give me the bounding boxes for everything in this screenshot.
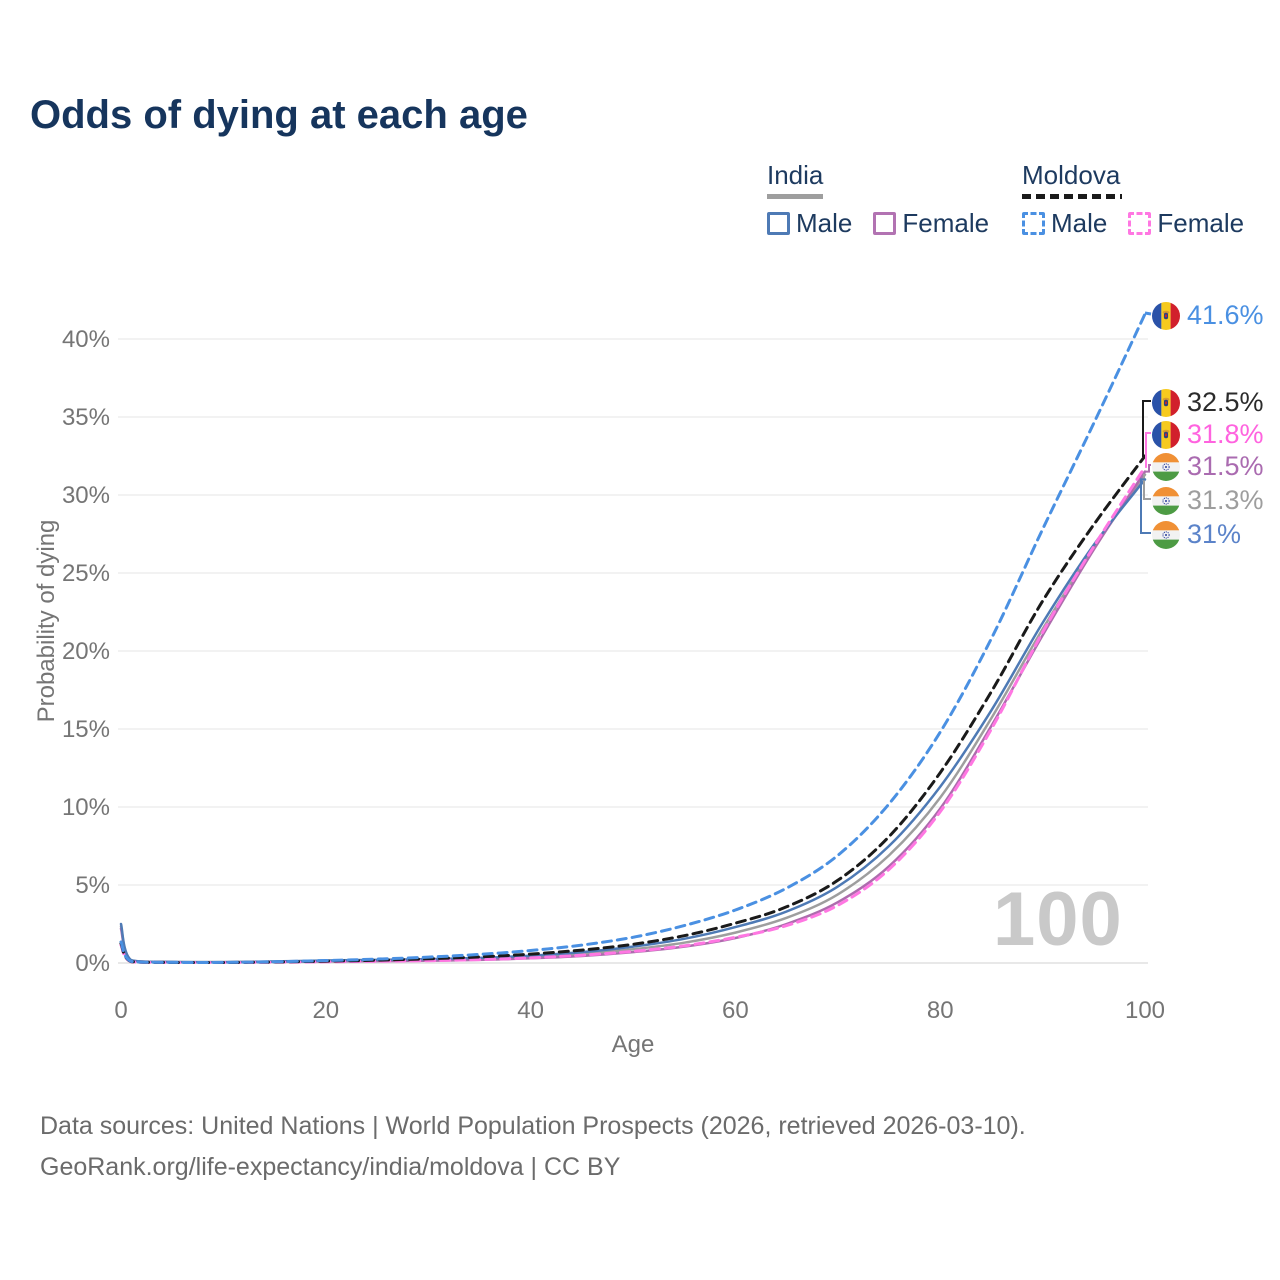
end-label-moldova-both: 32.5% <box>1152 387 1264 418</box>
moldova-flag-icon <box>1152 420 1180 449</box>
age-watermark: 100 <box>993 877 1123 962</box>
y-tick-label: 20% <box>62 638 110 665</box>
curve-india-both[interactable] <box>119 473 1147 964</box>
curve-moldova-female[interactable] <box>119 465 1147 964</box>
x-tick-label: 80 <box>927 997 954 1024</box>
data-sources-line: Data sources: United Nations | World Pop… <box>40 1112 1026 1140</box>
y-tick-label: 35% <box>62 404 110 431</box>
end-value: 32.5% <box>1187 387 1264 417</box>
x-tick-label: 0 <box>114 997 127 1024</box>
end-value: 31.8% <box>1187 419 1264 449</box>
legend-underline-moldova-dashed <box>1022 194 1122 199</box>
legend-item-india-female[interactable]: Female <box>873 208 989 239</box>
leader-india-female <box>1145 464 1151 473</box>
leader-india-both <box>1143 473 1151 500</box>
x-tick-label: 40 <box>517 997 544 1024</box>
curve-india-male[interactable] <box>119 478 1147 964</box>
leader-moldova-both <box>1142 400 1151 457</box>
legend-country-india: India <box>767 160 824 190</box>
x-tick-label: 100 <box>1125 997 1165 1024</box>
x-tick-label: 20 <box>312 997 339 1024</box>
end-value: 31.3% <box>1187 485 1264 515</box>
legend-label-moldova-male: Male <box>1051 208 1108 238</box>
legend-underline-india-solid <box>767 194 823 199</box>
end-value: 31% <box>1187 519 1242 549</box>
y-tick-label: 30% <box>62 482 110 509</box>
leader-india-male <box>1140 478 1151 534</box>
end-label-india-male: 31% <box>1152 519 1241 550</box>
leader-moldova-male <box>1144 311 1152 316</box>
end-label-india-female: 31.5% <box>1152 451 1264 482</box>
india-male-swatch-icon[interactable] <box>767 212 790 235</box>
india-flag-icon <box>1152 452 1180 481</box>
india-flag-icon <box>1152 520 1180 549</box>
curve-moldova-male[interactable] <box>119 312 1147 964</box>
leader-moldova-female <box>1145 432 1151 468</box>
y-tick-label: 10% <box>62 794 110 821</box>
moldova-flag-icon <box>1152 301 1180 330</box>
y-tick-label: 40% <box>62 326 110 353</box>
y-tick-label: 5% <box>75 872 110 899</box>
georank-link-line: GeoRank.org/life-expectancy/india/moldov… <box>40 1153 621 1181</box>
legend-label-india-male: Male <box>796 208 853 238</box>
legend-group-moldova: Moldova Male Female <box>1022 160 1244 239</box>
footer: Data sources: United Nations | World Pop… <box>40 1106 1026 1188</box>
india-flag-icon <box>1152 486 1180 515</box>
y-axis-title: Probability of dying <box>33 519 60 723</box>
moldova-flag-icon <box>1152 388 1180 417</box>
end-value: 31.5% <box>1187 451 1264 481</box>
legend-label-india-female: Female <box>902 208 990 238</box>
page-title: Odds of dying at each age <box>30 93 528 137</box>
y-tick-label: 15% <box>62 716 110 743</box>
end-label-moldova-male: 41.6% <box>1152 300 1264 331</box>
end-label-india-both: 31.3% <box>1152 485 1264 516</box>
legend-item-moldova-female[interactable]: Female <box>1128 208 1244 239</box>
moldova-male-swatch-icon[interactable] <box>1022 212 1045 235</box>
legend-item-moldova-male[interactable]: Male <box>1022 208 1107 239</box>
legend-label-moldova-female: Female <box>1157 208 1245 238</box>
x-tick-label: 60 <box>722 997 749 1024</box>
y-tick-label: 0% <box>75 950 110 977</box>
x-axis-title: Age <box>612 1031 655 1058</box>
moldova-female-swatch-icon[interactable] <box>1128 212 1152 235</box>
y-tick-label: 25% <box>62 560 110 587</box>
india-female-swatch-icon[interactable] <box>873 212 897 235</box>
legend-country-moldova: Moldova <box>1022 160 1121 190</box>
legend-group-india: India Male Female <box>767 160 989 239</box>
legend-item-india-male[interactable]: Male <box>767 208 852 239</box>
end-label-moldova-female: 31.8% <box>1152 419 1264 450</box>
end-value: 41.6% <box>1187 300 1264 331</box>
